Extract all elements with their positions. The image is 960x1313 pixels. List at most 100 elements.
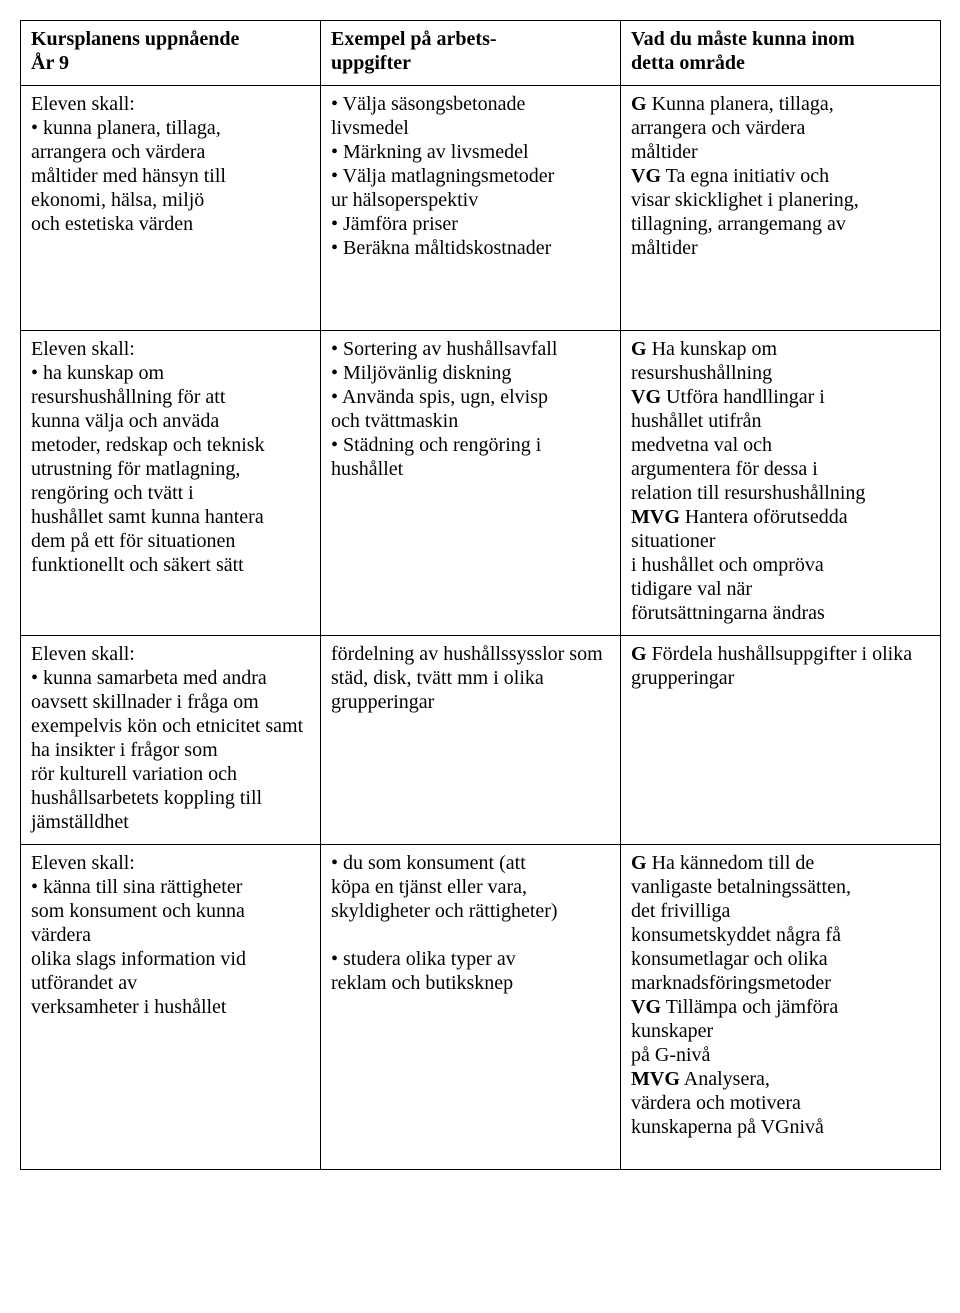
grade-label: G xyxy=(631,852,647,874)
requirement-line: argumentera för dessa i xyxy=(631,457,930,481)
requirement-text: Fördela hushållsuppgifter i olika xyxy=(647,643,913,665)
goal-line: som konsument och kunna xyxy=(31,899,310,923)
cell-example: • Sortering av hushållsavfall• Miljövänl… xyxy=(321,331,621,636)
requirement-text: Analysera, xyxy=(680,1068,770,1090)
goal-line: ha insikter i frågor som xyxy=(31,738,310,762)
document-page: Kursplanens uppnående År 9 Exempel på ar… xyxy=(20,20,940,1170)
grade-label: G xyxy=(631,93,647,115)
example-line: ur hälsoperspektiv xyxy=(331,188,610,212)
requirement-line: vanligaste betalningssätten, xyxy=(631,875,930,899)
cell-requirement: G Kunna planera, tillaga,arrangera och v… xyxy=(621,86,941,331)
example-line: köpa en tjänst eller vara, xyxy=(331,875,610,899)
header-row: Kursplanens uppnående År 9 Exempel på ar… xyxy=(21,21,941,86)
goal-line: exempelvis kön och etnicitet samt xyxy=(31,714,310,738)
cell-goal: Eleven skall:• känna till sina rättighet… xyxy=(21,845,321,1170)
goal-line: • ha kunskap om xyxy=(31,361,310,385)
example-line: • du som konsument (att xyxy=(331,851,610,875)
requirement-line: kunskaperna på VGnivå xyxy=(631,1115,930,1139)
table-row: Eleven skall:• kunna planera, tillaga, ar… xyxy=(21,86,941,331)
requirement-line: i hushållet och ompröva xyxy=(631,553,930,577)
header-col2: Exempel på arbets- uppgifter xyxy=(321,21,621,86)
requirement-text: Utföra handllingar i xyxy=(661,386,825,408)
header-col3-line2: detta område xyxy=(631,52,745,74)
goal-lead: Eleven skall: xyxy=(31,92,310,116)
spacer xyxy=(31,236,310,296)
cell-requirement: G Ha kännedom till devanligaste betalnin… xyxy=(621,845,941,1170)
requirement-line: G Kunna planera, tillaga, xyxy=(631,92,930,116)
table-row: Eleven skall:• ha kunskap omresurshushål… xyxy=(21,331,941,636)
requirement-line: G Ha kunskap om xyxy=(631,337,930,361)
example-line: reklam och butiksknep xyxy=(331,971,610,995)
cell-example: • Välja säsongsbetonadelivsmedel• Märkni… xyxy=(321,86,621,331)
requirement-line: konsumetlagar och olika xyxy=(631,947,930,971)
grade-label: MVG xyxy=(631,506,680,528)
requirement-line: MVG Hantera oförutsedda xyxy=(631,505,930,529)
example-line: hushållet xyxy=(331,457,610,481)
requirement-line: VG Tillämpa och jämföra xyxy=(631,995,930,1019)
cell-requirement: G Ha kunskap omresurshushållningVG Utför… xyxy=(621,331,941,636)
example-line: • Miljövänlig diskning xyxy=(331,361,610,385)
goal-line: • kunna planera, tillaga, xyxy=(31,116,310,140)
requirement-text: Kunna planera, tillaga, xyxy=(647,93,834,115)
requirement-line: arrangera och värdera xyxy=(631,116,930,140)
grade-label: MVG xyxy=(631,1068,680,1090)
goal-line: oavsett skillnader i fråga om xyxy=(31,690,310,714)
example-line: • Städning och rengöring i xyxy=(331,433,610,457)
cell-goal: Eleven skall:• ha kunskap omresurshushål… xyxy=(21,331,321,636)
goal-line: kunna välja och anväda xyxy=(31,409,310,433)
spacer xyxy=(631,1139,930,1159)
header-col1-line2: År 9 xyxy=(31,52,69,74)
requirement-line: VG Utföra handllingar i xyxy=(631,385,930,409)
requirement-line: situationer xyxy=(631,529,930,553)
requirement-line: det frivilliga xyxy=(631,899,930,923)
goal-line: ekonomi, hälsa, miljö xyxy=(31,188,310,212)
goal-lead: Eleven skall: xyxy=(31,851,310,875)
header-col2-line1: Exempel på arbets- xyxy=(331,28,497,50)
goal-lead: Eleven skall: xyxy=(31,642,310,666)
example-line: skyldigheter och rättigheter) xyxy=(331,899,610,923)
requirement-line: måltider xyxy=(631,140,930,164)
goal-line: dem på ett för situationen xyxy=(31,529,310,553)
goal-line: och estetiska värden xyxy=(31,212,310,236)
cell-example: fördelning av hushållssysslor somstäd, d… xyxy=(321,636,621,845)
goal-line: olika slags information vid xyxy=(31,947,310,971)
requirement-line: medvetna val och xyxy=(631,433,930,457)
grade-label: VG xyxy=(631,996,661,1018)
cell-goal: Eleven skall:• kunna samarbeta med andra… xyxy=(21,636,321,845)
header-col3-line1: Vad du måste kunna inom xyxy=(631,28,855,50)
goal-line: måltider med hänsyn till xyxy=(31,164,310,188)
requirement-line: visar skicklighet i planering, xyxy=(631,188,930,212)
spacer xyxy=(331,260,610,320)
example-line: städ, disk, tvätt mm i olika xyxy=(331,666,610,690)
requirement-line: på G-nivå xyxy=(631,1043,930,1067)
example-line xyxy=(331,923,610,947)
requirement-text: Ha kännedom till de xyxy=(647,852,815,874)
requirement-line: MVG Analysera, xyxy=(631,1067,930,1091)
goal-line: resurshushållning för att xyxy=(31,385,310,409)
cell-goal: Eleven skall:• kunna planera, tillaga,ar… xyxy=(21,86,321,331)
requirement-line: måltider xyxy=(631,236,930,260)
goal-line: metoder, redskap och teknisk xyxy=(31,433,310,457)
goal-line: • känna till sina rättigheter xyxy=(31,875,310,899)
spacer xyxy=(31,1019,310,1039)
example-line: • Sortering av hushållsavfall xyxy=(331,337,610,361)
goal-line: • kunna samarbeta med andra xyxy=(31,666,310,690)
example-line: och tvättmaskin xyxy=(331,409,610,433)
goal-line: jämställdhet xyxy=(31,810,310,834)
header-col1-line1: Kursplanens uppnående xyxy=(31,28,239,50)
goal-line: utrustning för matlagning, xyxy=(31,457,310,481)
example-line: • Använda spis, ugn, elvisp xyxy=(331,385,610,409)
requirement-line: kunskaper xyxy=(631,1019,930,1043)
requirement-line: hushållet utifrån xyxy=(631,409,930,433)
example-line: • Märkning av livsmedel xyxy=(331,140,610,164)
goal-line: funktionellt och säkert sätt xyxy=(31,553,310,577)
grade-label: G xyxy=(631,643,647,665)
requirement-line: relation till resurshushållning xyxy=(631,481,930,505)
requirement-line: tillagning, arrangemang av xyxy=(631,212,930,236)
spacer xyxy=(331,995,610,1015)
example-line: fördelning av hushållssysslor som xyxy=(331,642,610,666)
header-col1: Kursplanens uppnående År 9 xyxy=(21,21,321,86)
example-line: livsmedel xyxy=(331,116,610,140)
requirement-line: konsumetskyddet några få xyxy=(631,923,930,947)
requirement-text: Ta egna initiativ och xyxy=(661,165,829,187)
